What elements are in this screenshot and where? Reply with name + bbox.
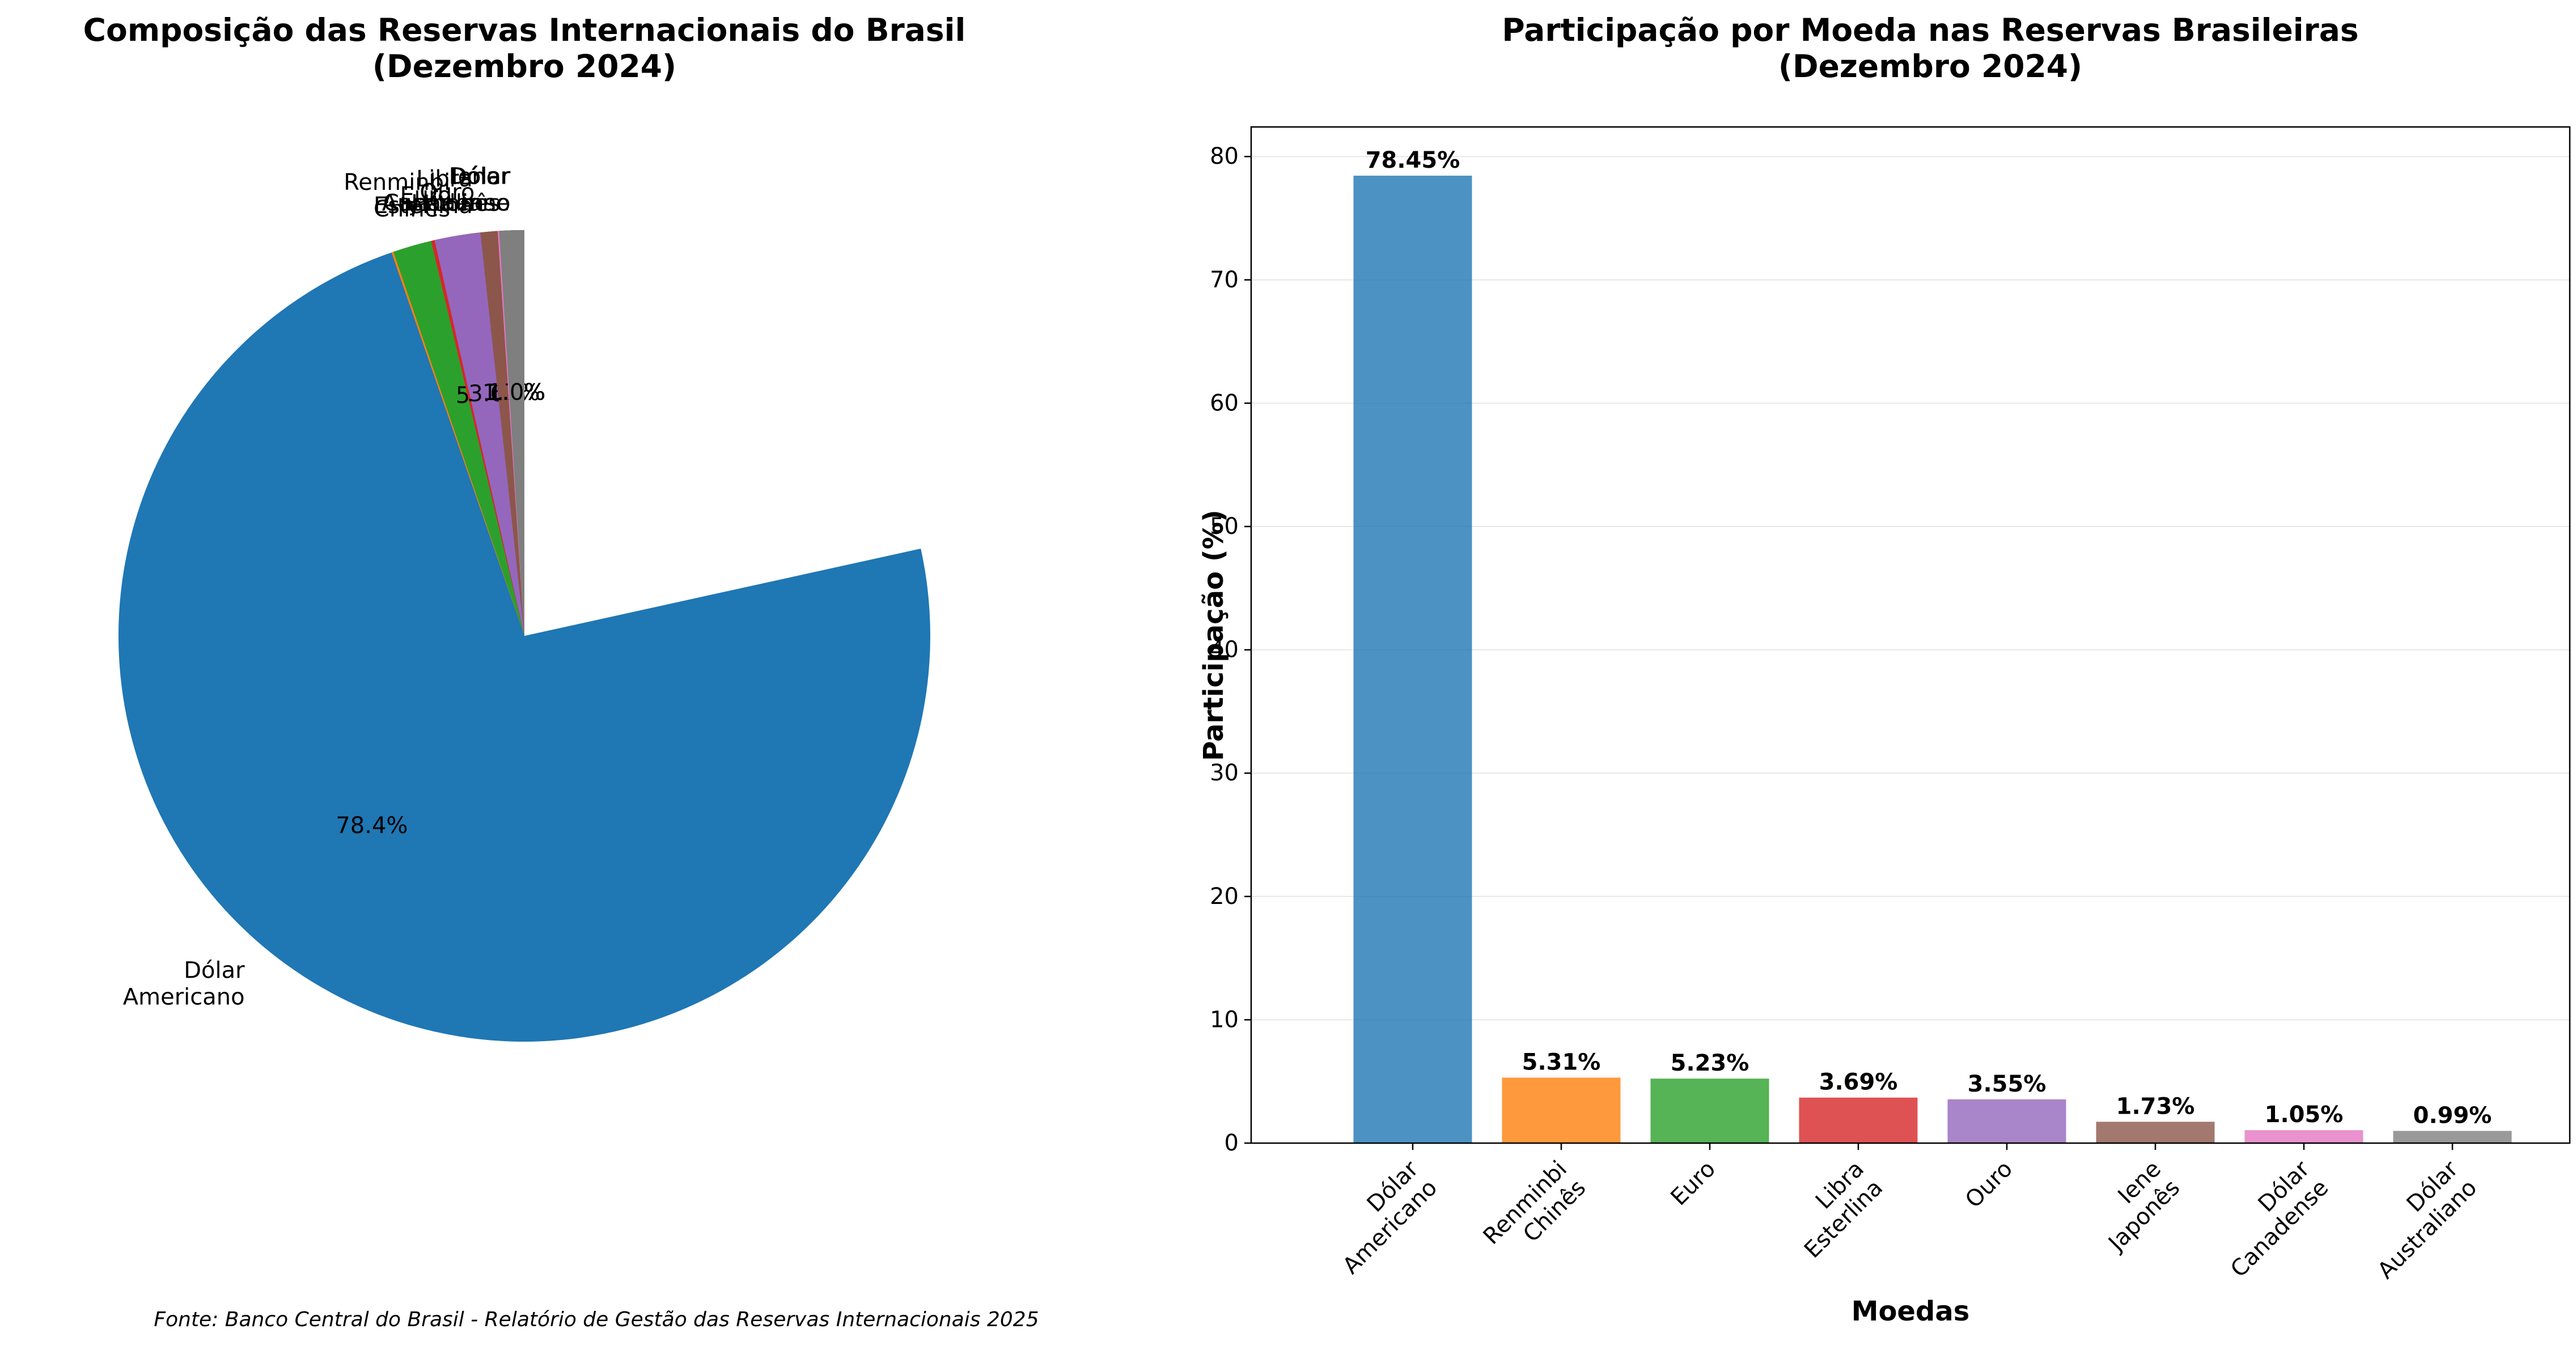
bar-value-label: 3.69% (1819, 1069, 1898, 1096)
bar-value-label: 3.55% (1968, 1071, 2047, 1097)
pie-chart: Composição das Reservas Internacionais d… (83, 12, 1039, 1331)
x-tick-label: Ouro (1960, 1156, 2018, 1213)
bar-value-label: 5.31% (1522, 1049, 1601, 1075)
bar (2244, 1130, 2363, 1143)
bar (1353, 175, 1472, 1144)
y-tick-label: 10 (1210, 1007, 1239, 1033)
pie-category-label: Euro (400, 182, 452, 209)
y-tick-label: 20 (1210, 884, 1239, 910)
pie-category-label: Ouro (420, 179, 474, 205)
bar (2393, 1131, 2512, 1143)
x-tick-label: DólarCanadense (2207, 1156, 2334, 1283)
x-tick-label: DólarAustraliano (2354, 1156, 2482, 1284)
pie-slice (499, 230, 524, 636)
plot-frame (1250, 126, 2571, 1144)
pie-category-label: Iene Japonês (409, 164, 500, 216)
pie-category-label: Dólar Canadense (383, 163, 510, 216)
x-tick-label: DólarAmericano (1319, 1156, 1443, 1279)
y-tick-label: 40 (1210, 637, 1239, 663)
pie-category-label: Dólar Americano (123, 957, 245, 1010)
pie-slice (118, 230, 930, 1042)
x-tick-label: RenminbiChinês (1478, 1156, 1591, 1269)
x-tick-label: IeneJaponês (2083, 1156, 2185, 1258)
y-tick-label: 70 (1210, 267, 1239, 293)
bar-chart: Participação por Moeda nas Reservas Bras… (1198, 12, 2571, 1327)
bar-value-label: 78.45% (1366, 147, 1460, 173)
y-axis-label: Participação (%) (1198, 509, 1230, 761)
bar (1502, 1077, 1621, 1143)
y-tick-label: 0 (1225, 1130, 1239, 1156)
pie-category-label: Dólar Australiano (382, 163, 511, 216)
bar (1799, 1097, 1918, 1143)
bar-value-label: 1.05% (2265, 1102, 2344, 1128)
x-axis-label: Moedas (1852, 1296, 1970, 1327)
pie-title: Composição das Reservas Internacionais d… (83, 12, 966, 84)
bar-value-label: 0.99% (2413, 1102, 2492, 1128)
bar-value-label: 5.23% (1671, 1050, 1749, 1076)
y-tick-label: 60 (1210, 390, 1239, 416)
pie-category-label: Renminbi Chinês (344, 169, 450, 222)
y-tick-label: 50 (1210, 513, 1239, 540)
bar-title: Participação por Moeda nas Reservas Bras… (1502, 12, 2358, 84)
y-tick-label: 80 (1210, 143, 1239, 169)
pie-category-label: Libra Esterlina (374, 166, 473, 219)
bar (1650, 1079, 1769, 1143)
source-note: Fonte: Banco Central do Brasil - Relatór… (154, 1308, 1039, 1331)
x-tick-label: Euro (1666, 1156, 1721, 1211)
pie-percent-label: 78.4% (336, 813, 408, 839)
bar (1947, 1099, 2066, 1143)
bar (2096, 1122, 2215, 1143)
pie-percent-label: 1.0% (488, 380, 546, 406)
x-tick-label: LibraEsterlina (1781, 1156, 1888, 1263)
bar-value-label: 1.73% (2116, 1093, 2195, 1119)
y-tick-label: 30 (1210, 760, 1239, 786)
